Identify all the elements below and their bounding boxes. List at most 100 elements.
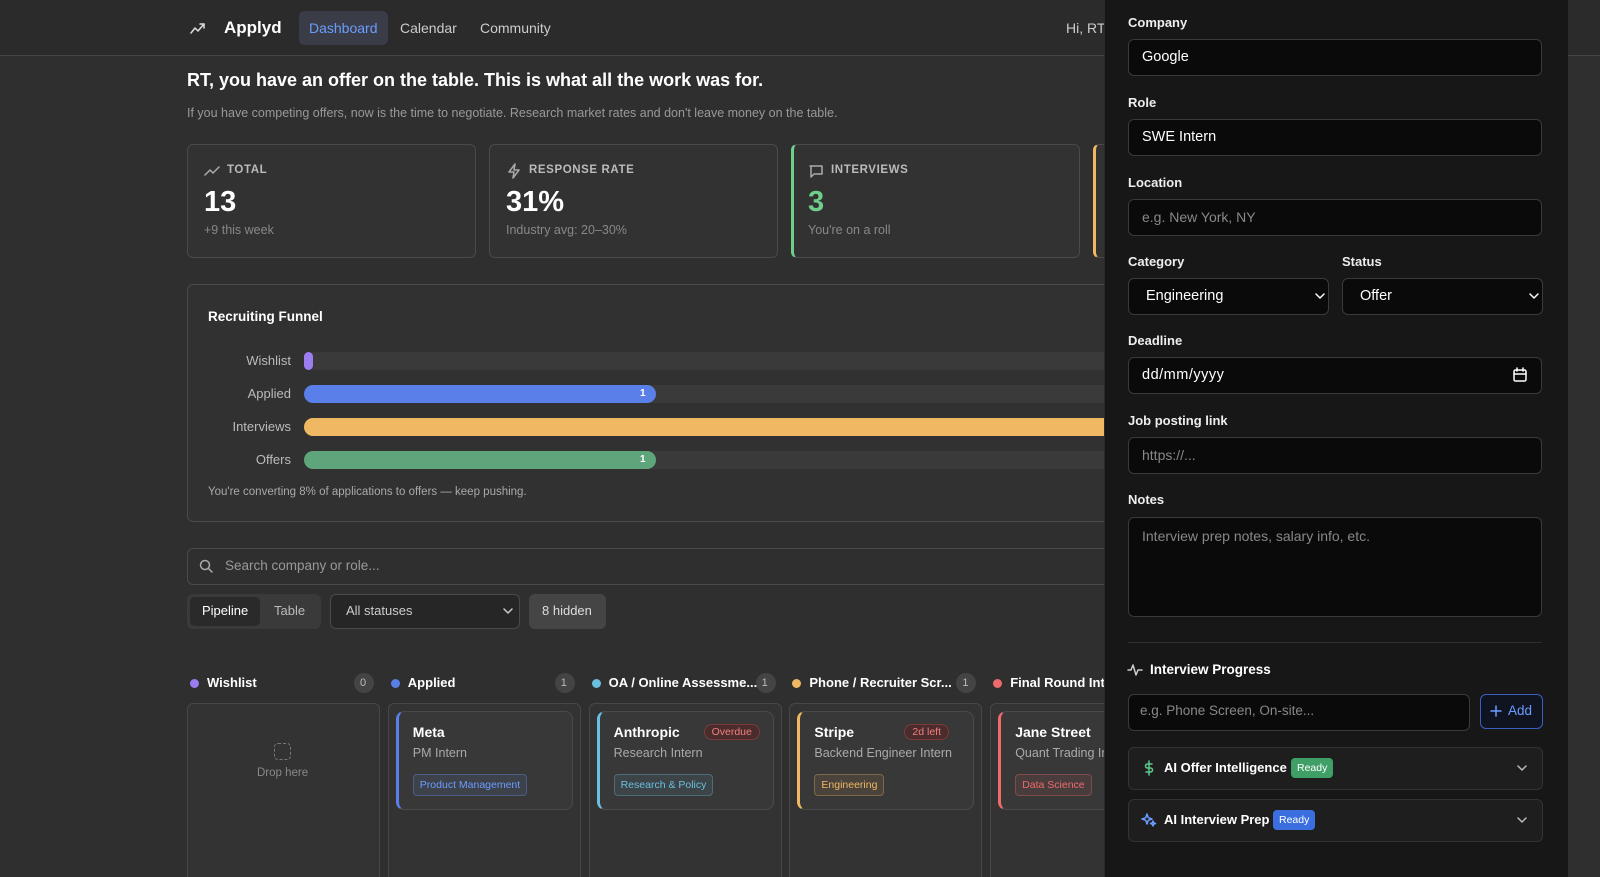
- input[interactable]: [1128, 278, 1329, 315]
- input[interactable]: [1128, 357, 1542, 394]
- input[interactable]: [1128, 437, 1542, 474]
- calendar-icon: [1512, 367, 1528, 383]
- role: Quant Trading In: [1015, 746, 1109, 760]
- stat-card: [489, 144, 778, 258]
- drop-icon: [274, 743, 291, 760]
- stat-icon: [808, 163, 824, 179]
- deadline-badge: Overdue: [703, 724, 760, 740]
- stat-note: Industry avg: 20–30%: [506, 223, 627, 237]
- input[interactable]: [1342, 278, 1543, 315]
- field-label: Company: [1128, 15, 1188, 30]
- funnel-count: 1: [640, 388, 646, 399]
- role: Research Intern: [613, 746, 703, 760]
- stat-note: +9 this week: [204, 223, 274, 237]
- field-label: Location: [1128, 175, 1183, 190]
- search-icon: [198, 558, 214, 574]
- hero-subtitle: If you have competing offers, now is the…: [187, 106, 838, 120]
- job-card[interactable]: [395, 711, 573, 810]
- field-label: Deadline: [1128, 333, 1183, 348]
- view-option[interactable]: Pipeline: [202, 603, 249, 618]
- status-filter[interactable]: [330, 594, 520, 629]
- funnel-bar: [304, 418, 1184, 436]
- funnel-label: Offers: [255, 452, 291, 467]
- hidden-text: 8 hidden: [542, 603, 592, 618]
- search-box[interactable]: [187, 548, 1187, 585]
- ai-icon: [1141, 812, 1157, 828]
- funnel-footer: You're converting 8% of applications to …: [208, 486, 527, 498]
- input-placeholder: https://...: [1142, 447, 1196, 463]
- ai-section[interactable]: [1128, 747, 1543, 790]
- input[interactable]: [1128, 199, 1542, 236]
- company: Jane Street: [1015, 724, 1091, 740]
- select-value: Offer: [1360, 288, 1392, 304]
- column-count: 1: [962, 677, 969, 689]
- funnel-label: Wishlist: [246, 353, 291, 368]
- stat-value: 31%: [506, 186, 565, 218]
- status-filter-text: All statuses: [346, 603, 413, 618]
- input-placeholder: e.g. New York, NY: [1142, 209, 1256, 225]
- hidden-button[interactable]: [529, 594, 606, 629]
- column-name: Phone / Recruiter Scr...: [809, 675, 952, 690]
- progress-title: Interview Progress: [1150, 662, 1271, 677]
- input[interactable]: [1128, 39, 1542, 76]
- tag: Product Management: [412, 774, 528, 796]
- filter-chevron: [500, 603, 516, 619]
- column-dot: [190, 679, 199, 688]
- logo-icon: [190, 20, 206, 36]
- input[interactable]: [1128, 517, 1542, 617]
- add-text: Add: [1508, 703, 1533, 718]
- textarea-placeholder: Interview prep notes, salary info, etc.: [1142, 528, 1370, 544]
- funnel-track: [304, 352, 1184, 370]
- field-label: Job posting link: [1128, 413, 1228, 428]
- ai-badge: Ready: [1273, 810, 1316, 830]
- ai-chevron: [1514, 812, 1530, 828]
- greeting: Hi, RT: [1066, 20, 1106, 36]
- ai-title: AI Interview Prep: [1164, 812, 1270, 827]
- stat-value: 3: [808, 186, 825, 218]
- column-count: 0: [360, 677, 367, 689]
- ai-badge: Ready: [1291, 758, 1334, 778]
- field-label: Notes: [1128, 492, 1165, 507]
- nav-link[interactable]: Dashboard: [309, 20, 378, 36]
- field-label: Role: [1128, 95, 1157, 110]
- nav-link[interactable]: Calendar: [400, 20, 457, 36]
- nav-link[interactable]: Community: [480, 20, 551, 36]
- stat-icon: [204, 163, 220, 179]
- field-label: Status: [1342, 254, 1382, 269]
- column-count: 1: [560, 677, 567, 689]
- stat-label: TOTAL: [227, 164, 268, 176]
- funnel-title: Recruiting Funnel: [208, 309, 323, 324]
- input-value: SWE Intern: [1142, 129, 1217, 145]
- role: Backend Engineer Intern: [814, 746, 952, 760]
- funnel-bar: [304, 451, 656, 469]
- view-active: [190, 597, 260, 626]
- funnel-count: 1: [640, 454, 646, 465]
- stat-card: [791, 144, 1080, 258]
- ai-chevron: [1514, 760, 1530, 776]
- stat-label: RESPONSE RATE: [529, 164, 635, 176]
- company: Anthropic: [613, 724, 680, 740]
- column-count-bg: [956, 673, 977, 693]
- column-count-bg: [755, 673, 776, 693]
- input-placeholder: e.g. Phone Screen, On-site...: [1140, 703, 1315, 718]
- company: Stripe: [814, 724, 855, 740]
- column-name: OA / Online Assessme...: [608, 675, 758, 690]
- input[interactable]: [1128, 119, 1542, 156]
- search-placeholder: Search company or role...: [225, 558, 380, 573]
- select-chevron: [1526, 288, 1542, 304]
- column-name: Final Round Inte: [1010, 675, 1113, 690]
- column-count-bg: [354, 673, 374, 693]
- date-value: dd/mm/yyyy: [1142, 367, 1225, 383]
- column-count-bg: [554, 673, 575, 693]
- ai-icon: [1141, 760, 1157, 776]
- divider: [1128, 642, 1542, 643]
- role: PM Intern: [412, 746, 467, 760]
- nav-active: [299, 11, 388, 45]
- column-dot: [993, 679, 1003, 688]
- input[interactable]: [1128, 694, 1470, 731]
- ai-section[interactable]: [1128, 799, 1543, 842]
- tag: Data Science: [1015, 774, 1092, 796]
- plus-icon: [1488, 703, 1504, 719]
- view-option[interactable]: Table: [274, 603, 306, 618]
